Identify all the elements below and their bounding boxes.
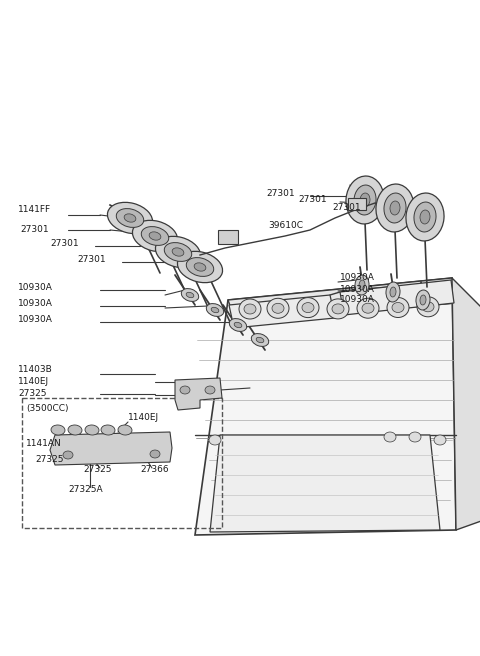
Ellipse shape bbox=[390, 287, 396, 297]
Text: 10930A: 10930A bbox=[18, 283, 53, 293]
Polygon shape bbox=[210, 435, 440, 532]
Text: 27301: 27301 bbox=[77, 255, 106, 264]
Ellipse shape bbox=[132, 220, 178, 252]
Polygon shape bbox=[340, 280, 454, 315]
Ellipse shape bbox=[194, 263, 206, 271]
Ellipse shape bbox=[267, 298, 289, 318]
Ellipse shape bbox=[420, 295, 426, 305]
Ellipse shape bbox=[63, 451, 73, 459]
Text: 1140EJ: 1140EJ bbox=[18, 377, 49, 386]
Text: 1141AN: 1141AN bbox=[26, 438, 62, 447]
Ellipse shape bbox=[180, 386, 190, 394]
Ellipse shape bbox=[209, 435, 221, 445]
Ellipse shape bbox=[101, 425, 115, 435]
Ellipse shape bbox=[272, 303, 284, 314]
Polygon shape bbox=[175, 378, 222, 410]
Ellipse shape bbox=[51, 425, 65, 435]
Bar bbox=[348, 198, 366, 210]
Ellipse shape bbox=[108, 202, 153, 234]
Ellipse shape bbox=[172, 248, 184, 256]
Text: 27325: 27325 bbox=[18, 390, 47, 398]
Ellipse shape bbox=[414, 202, 436, 232]
Ellipse shape bbox=[150, 450, 160, 458]
Ellipse shape bbox=[181, 289, 199, 301]
Ellipse shape bbox=[376, 184, 414, 232]
Ellipse shape bbox=[357, 298, 379, 318]
Ellipse shape bbox=[362, 303, 374, 313]
Ellipse shape bbox=[244, 304, 256, 314]
Ellipse shape bbox=[417, 297, 439, 317]
Polygon shape bbox=[228, 278, 457, 322]
Ellipse shape bbox=[354, 185, 376, 215]
Text: 10930A: 10930A bbox=[18, 316, 53, 325]
Ellipse shape bbox=[85, 425, 99, 435]
Text: 27301: 27301 bbox=[50, 239, 79, 249]
Polygon shape bbox=[195, 278, 456, 535]
Text: 27301: 27301 bbox=[20, 226, 48, 234]
Ellipse shape bbox=[302, 302, 314, 313]
Text: 10930A: 10930A bbox=[18, 300, 53, 308]
Ellipse shape bbox=[390, 201, 400, 215]
Bar bbox=[22, 398, 222, 528]
Text: 27366: 27366 bbox=[140, 466, 168, 474]
Polygon shape bbox=[50, 432, 172, 465]
Ellipse shape bbox=[141, 226, 169, 245]
Ellipse shape bbox=[205, 386, 215, 394]
Polygon shape bbox=[452, 278, 480, 530]
Text: 11403B: 11403B bbox=[18, 365, 53, 375]
Ellipse shape bbox=[206, 304, 224, 316]
Text: 10930A: 10930A bbox=[340, 285, 375, 293]
Bar bbox=[218, 230, 238, 244]
Ellipse shape bbox=[434, 435, 446, 445]
Ellipse shape bbox=[118, 425, 132, 435]
Ellipse shape bbox=[178, 251, 223, 283]
Ellipse shape bbox=[68, 425, 82, 435]
Text: 27301: 27301 bbox=[266, 188, 295, 197]
Ellipse shape bbox=[387, 298, 409, 318]
Ellipse shape bbox=[186, 258, 214, 276]
Ellipse shape bbox=[124, 214, 136, 222]
Text: 27325: 27325 bbox=[35, 455, 63, 464]
Ellipse shape bbox=[355, 275, 369, 295]
Text: 39610C: 39610C bbox=[268, 222, 303, 230]
Ellipse shape bbox=[386, 282, 400, 302]
Text: 27301: 27301 bbox=[332, 203, 360, 213]
Ellipse shape bbox=[164, 243, 192, 262]
Ellipse shape bbox=[234, 322, 242, 328]
Ellipse shape bbox=[384, 193, 406, 223]
Text: 1141FF: 1141FF bbox=[18, 205, 51, 215]
Text: 27301: 27301 bbox=[298, 195, 326, 205]
Text: 1140EJ: 1140EJ bbox=[128, 413, 159, 422]
Text: 27325: 27325 bbox=[83, 466, 111, 474]
Ellipse shape bbox=[156, 236, 201, 268]
Ellipse shape bbox=[239, 299, 261, 319]
Ellipse shape bbox=[359, 280, 365, 290]
Ellipse shape bbox=[406, 193, 444, 241]
Ellipse shape bbox=[416, 290, 430, 310]
Ellipse shape bbox=[229, 319, 247, 331]
Text: 10930A: 10930A bbox=[340, 274, 375, 283]
Ellipse shape bbox=[384, 432, 396, 442]
Ellipse shape bbox=[332, 304, 344, 314]
Ellipse shape bbox=[297, 298, 319, 318]
Ellipse shape bbox=[420, 210, 430, 224]
Ellipse shape bbox=[256, 337, 264, 342]
Ellipse shape bbox=[392, 302, 404, 312]
Ellipse shape bbox=[149, 232, 161, 240]
Polygon shape bbox=[229, 295, 335, 328]
Ellipse shape bbox=[252, 334, 269, 346]
Text: 27325A: 27325A bbox=[68, 485, 103, 495]
Ellipse shape bbox=[116, 209, 144, 228]
Text: (3500CC): (3500CC) bbox=[26, 403, 69, 413]
Ellipse shape bbox=[186, 293, 194, 298]
Text: 10930A: 10930A bbox=[340, 295, 375, 304]
Ellipse shape bbox=[409, 432, 421, 442]
Ellipse shape bbox=[327, 299, 349, 319]
Ellipse shape bbox=[422, 302, 434, 312]
Ellipse shape bbox=[211, 307, 219, 313]
Ellipse shape bbox=[360, 193, 370, 207]
Ellipse shape bbox=[346, 176, 384, 224]
